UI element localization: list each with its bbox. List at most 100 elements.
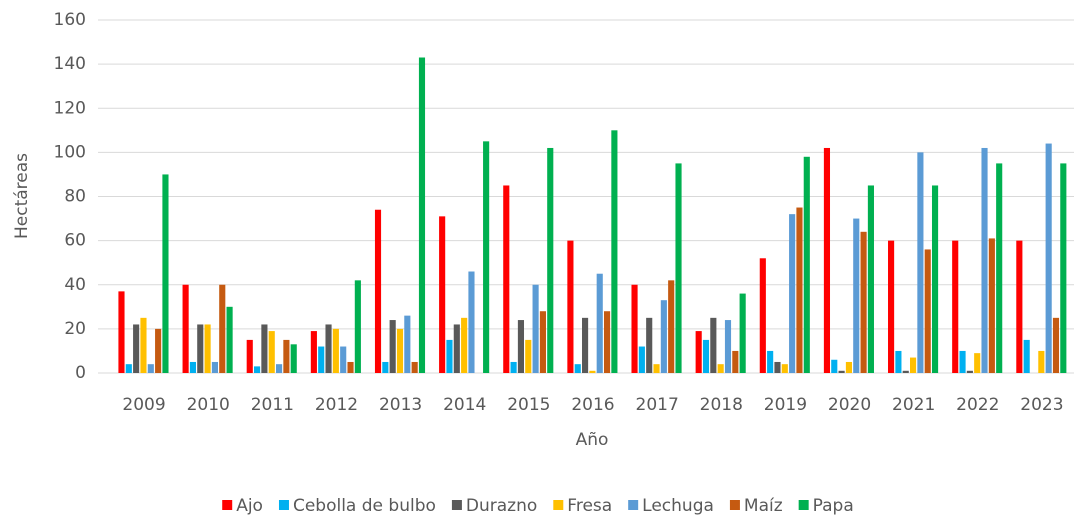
bar — [603, 311, 611, 373]
bar — [182, 284, 189, 373]
bar — [525, 339, 532, 373]
bar — [574, 364, 581, 373]
bar — [503, 185, 510, 373]
legend-swatch — [278, 500, 289, 510]
bar — [789, 214, 796, 373]
bar — [261, 324, 268, 373]
bar — [290, 344, 297, 373]
bar — [668, 280, 675, 373]
legend-swatch — [222, 500, 233, 510]
bar — [189, 361, 197, 373]
x-tick-label: 2009 — [122, 395, 165, 415]
bar — [710, 317, 717, 373]
bar — [446, 339, 453, 373]
x-tick-label: 2011 — [251, 395, 294, 415]
bar — [781, 364, 788, 373]
bar — [675, 163, 682, 373]
x-axis-title: Año — [576, 430, 609, 450]
x-tick-label: 2019 — [764, 395, 807, 415]
bar — [347, 361, 354, 373]
bar — [931, 185, 939, 373]
y-tick-label: 40 — [64, 275, 86, 295]
legend-label: Maíz — [744, 496, 783, 516]
bar — [1052, 317, 1060, 373]
bar — [966, 370, 973, 373]
bar — [724, 320, 732, 373]
legend-swatch — [628, 500, 639, 510]
x-tick-label: 2018 — [700, 395, 743, 415]
bar — [483, 141, 490, 373]
bar — [318, 346, 325, 373]
x-tick-label: 2021 — [892, 395, 935, 415]
x-tick-label: 2020 — [828, 395, 871, 415]
bar — [910, 357, 917, 373]
bar — [162, 174, 169, 373]
bar — [340, 346, 347, 373]
bar — [988, 238, 995, 373]
bar — [853, 218, 860, 373]
legend-swatch — [798, 500, 809, 510]
y-tick-label: 160 — [54, 10, 86, 30]
x-tick-label: 2010 — [187, 395, 230, 415]
bar — [774, 361, 781, 373]
bar — [838, 370, 845, 373]
bar — [510, 361, 517, 373]
bar — [823, 147, 831, 373]
bar — [118, 291, 125, 373]
bar — [147, 364, 154, 373]
bar — [283, 339, 290, 373]
bar — [631, 284, 638, 373]
bar — [539, 311, 546, 373]
x-tick-label: 2012 — [315, 395, 358, 415]
bar — [1045, 143, 1052, 373]
bar — [547, 147, 554, 373]
x-tick-label: 2015 — [507, 395, 550, 415]
bar — [325, 324, 332, 373]
bar — [382, 361, 389, 373]
bar — [517, 320, 525, 373]
bar — [803, 156, 810, 373]
x-tick-label: 2016 — [571, 395, 614, 415]
legend-label: Durazno — [466, 496, 537, 516]
bar — [831, 359, 838, 373]
bar — [461, 317, 468, 373]
bar — [917, 152, 924, 373]
legend-swatch — [729, 500, 740, 510]
legend-label: Lechuga — [642, 496, 714, 516]
bar — [404, 315, 411, 373]
bar — [155, 328, 162, 373]
x-tick-label: 2022 — [956, 395, 999, 415]
x-tick-label: 2017 — [636, 395, 679, 415]
bar — [981, 147, 988, 373]
x-tick-label: 2023 — [1020, 395, 1063, 415]
bar — [895, 350, 902, 373]
bar — [902, 370, 909, 373]
bar — [952, 240, 959, 373]
legend-label: Ajo — [236, 496, 263, 516]
bar — [332, 328, 339, 373]
bar — [396, 328, 404, 373]
bar — [246, 339, 253, 373]
bar — [204, 324, 211, 373]
bar — [254, 366, 261, 373]
bar — [638, 346, 645, 373]
bar — [439, 216, 446, 373]
bar — [211, 361, 218, 373]
bar — [1060, 163, 1067, 373]
bar — [660, 300, 667, 373]
y-tick-label: 140 — [54, 54, 86, 74]
bar — [310, 331, 317, 373]
bar — [532, 284, 539, 373]
bar — [582, 317, 589, 373]
y-tick-label: 20 — [64, 319, 86, 339]
bar — [702, 339, 710, 373]
bar — [739, 293, 746, 373]
legend-swatch — [553, 500, 564, 510]
bar — [125, 364, 132, 373]
bar — [140, 317, 147, 373]
bar — [867, 185, 874, 373]
bar — [767, 350, 774, 373]
bar — [1016, 240, 1023, 373]
bar — [354, 280, 361, 373]
y-tick-label: 60 — [64, 231, 86, 251]
